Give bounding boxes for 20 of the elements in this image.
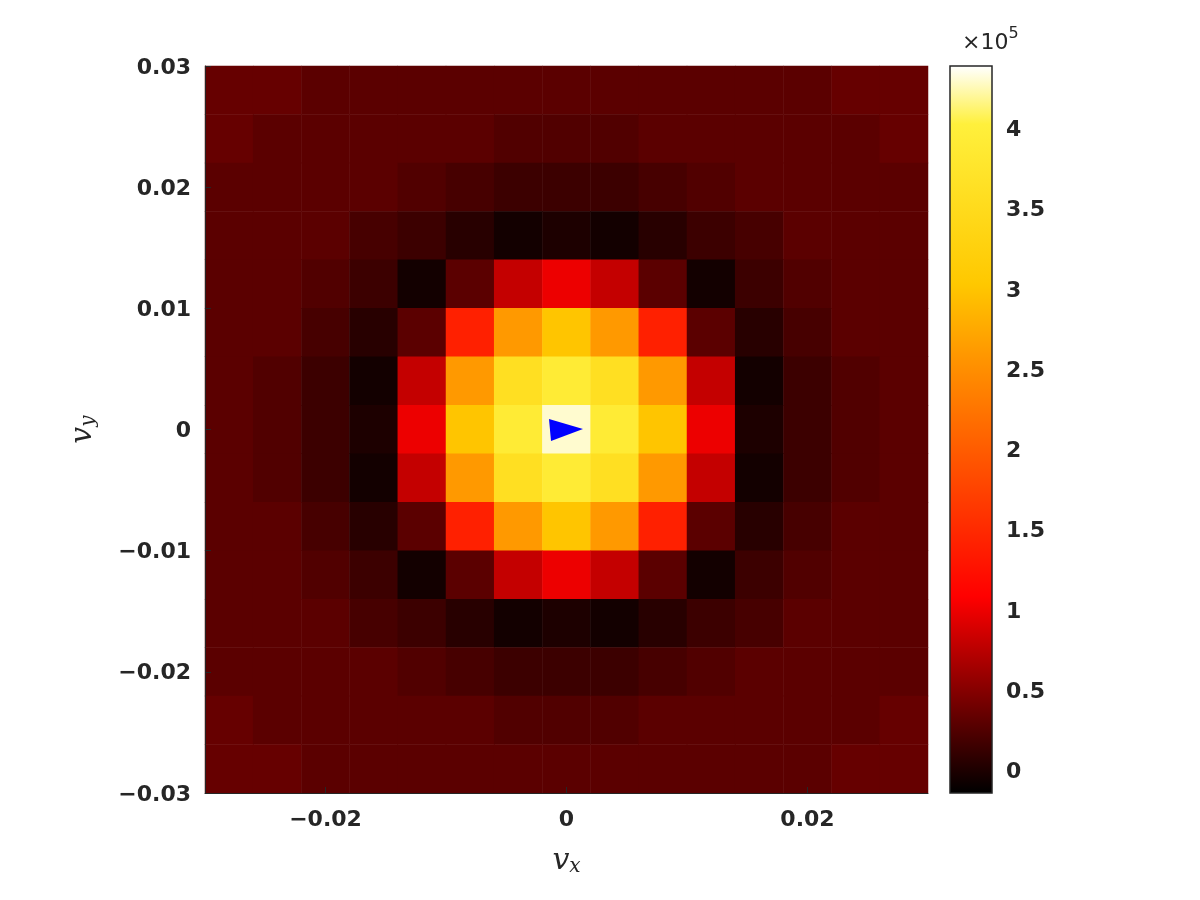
x-tick-label: 0.02 (780, 805, 835, 831)
x-tick-label: −0.02 (289, 805, 362, 831)
color-bar-label: 1 (1006, 597, 1022, 623)
color-bar-label: 1.5 (1006, 517, 1045, 543)
color-bar-label: 0.5 (1006, 677, 1045, 703)
color-bar-label: 2 (1006, 437, 1022, 463)
y-tick-label: −0.02 (118, 659, 191, 685)
color-bar-label: 3 (1006, 276, 1022, 302)
color-bar-label: 2.5 (1006, 356, 1045, 382)
y-axis-title: vy (62, 414, 99, 444)
color-bar-label: 3.5 (1006, 196, 1045, 222)
y-tick-label: 0.03 (136, 53, 191, 79)
y-tick-label: −0.03 (118, 780, 191, 806)
y-tick-label: 0.01 (136, 295, 191, 321)
color-bar-label: 0 (1006, 758, 1022, 784)
color-bar-label: 4 (1006, 116, 1022, 142)
y-tick-label: 0.02 (136, 174, 191, 200)
x-tick-label: 0 (558, 805, 575, 831)
y-tick-label: −0.01 (118, 538, 191, 564)
y-tick-label: 0 (175, 417, 191, 442)
